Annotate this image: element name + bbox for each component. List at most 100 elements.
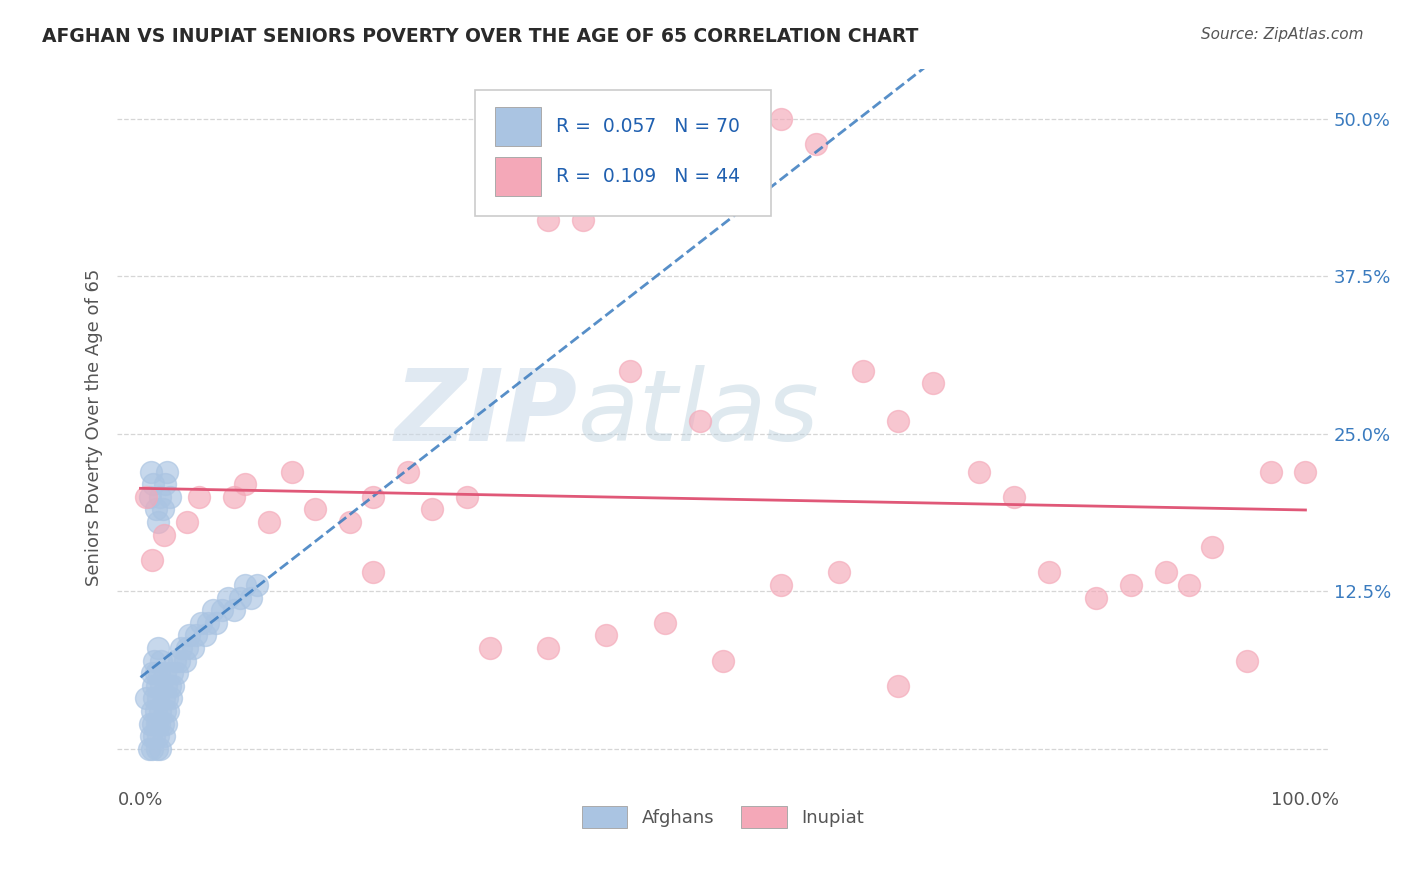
Point xyxy=(921,376,943,391)
Text: ZIP: ZIP xyxy=(395,365,578,462)
Text: Source: ZipAtlas.com: Source: ZipAtlas.com xyxy=(1201,27,1364,42)
Point xyxy=(142,716,165,731)
Point xyxy=(193,628,215,642)
Point xyxy=(804,137,827,152)
Bar xyxy=(495,157,541,196)
Point xyxy=(141,704,163,718)
Point xyxy=(149,741,172,756)
Point xyxy=(363,566,385,580)
Y-axis label: Seniors Poverty Over the Age of 65: Seniors Poverty Over the Age of 65 xyxy=(86,268,103,586)
Point xyxy=(176,640,198,655)
Point xyxy=(146,679,169,693)
Point xyxy=(135,691,157,706)
Point xyxy=(143,653,166,667)
Point xyxy=(148,666,170,681)
Point xyxy=(146,716,169,731)
Point xyxy=(142,477,165,491)
Point xyxy=(153,666,176,681)
Point xyxy=(143,691,166,706)
Point xyxy=(141,553,163,567)
Point xyxy=(145,502,167,516)
Point xyxy=(152,502,174,516)
Point xyxy=(689,414,711,428)
FancyBboxPatch shape xyxy=(475,90,772,216)
Point xyxy=(770,578,793,592)
Point xyxy=(152,716,174,731)
Point xyxy=(152,527,174,541)
Point xyxy=(1201,540,1223,554)
Point xyxy=(233,477,256,491)
Point xyxy=(1002,490,1025,504)
Bar xyxy=(495,106,541,146)
Point xyxy=(153,704,176,718)
Text: AFGHAN VS INUPIAT SENIORS POVERTY OVER THE AGE OF 65 CORRELATION CHART: AFGHAN VS INUPIAT SENIORS POVERTY OVER T… xyxy=(42,27,918,45)
Point xyxy=(222,490,245,504)
Point xyxy=(165,653,187,667)
Point xyxy=(222,603,245,617)
Point xyxy=(420,502,443,516)
Point xyxy=(141,741,163,756)
Point xyxy=(711,653,734,667)
Point xyxy=(233,578,256,592)
Point xyxy=(139,716,162,731)
Point xyxy=(142,679,165,693)
Point xyxy=(181,640,204,655)
Point xyxy=(176,515,198,529)
Point xyxy=(197,615,219,630)
Point xyxy=(363,490,385,504)
Point xyxy=(205,615,228,630)
Point xyxy=(770,112,793,126)
Point xyxy=(240,591,263,605)
Point xyxy=(886,414,908,428)
Point xyxy=(141,666,163,681)
Point xyxy=(1260,465,1282,479)
Point xyxy=(246,578,269,592)
Point xyxy=(170,640,193,655)
Point xyxy=(148,716,170,731)
Point xyxy=(157,704,180,718)
Point xyxy=(572,212,595,227)
Point xyxy=(139,465,162,479)
Point xyxy=(852,364,875,378)
Point xyxy=(654,615,676,630)
Point xyxy=(159,679,181,693)
Point xyxy=(1119,578,1142,592)
Point xyxy=(257,515,280,529)
Point xyxy=(886,679,908,693)
Point xyxy=(145,666,167,681)
Point xyxy=(160,666,183,681)
Point xyxy=(166,666,188,681)
Point xyxy=(201,603,224,617)
Point xyxy=(1294,465,1316,479)
Point xyxy=(162,679,184,693)
Point xyxy=(139,729,162,743)
Point xyxy=(339,515,361,529)
Legend: Afghans, Inupiat: Afghans, Inupiat xyxy=(575,798,870,835)
Point xyxy=(146,729,169,743)
Point xyxy=(139,490,162,504)
Point xyxy=(211,603,233,617)
Point xyxy=(595,628,617,642)
Point xyxy=(281,465,304,479)
Point xyxy=(155,716,177,731)
Point xyxy=(146,515,169,529)
Point xyxy=(153,477,176,491)
Point xyxy=(396,465,419,479)
Point xyxy=(156,691,179,706)
Point xyxy=(179,628,201,642)
Point xyxy=(187,490,209,504)
Point xyxy=(173,653,195,667)
Point xyxy=(155,679,177,693)
Text: R =  0.109   N = 44: R = 0.109 N = 44 xyxy=(555,168,740,186)
Text: atlas: atlas xyxy=(578,365,820,462)
Point xyxy=(967,465,990,479)
Point xyxy=(304,502,326,516)
Point xyxy=(159,691,181,706)
Point xyxy=(135,490,157,504)
Point xyxy=(167,653,190,667)
Point xyxy=(619,364,641,378)
Point xyxy=(186,628,208,642)
Point xyxy=(146,741,169,756)
Point xyxy=(152,729,174,743)
Point xyxy=(1236,653,1258,667)
